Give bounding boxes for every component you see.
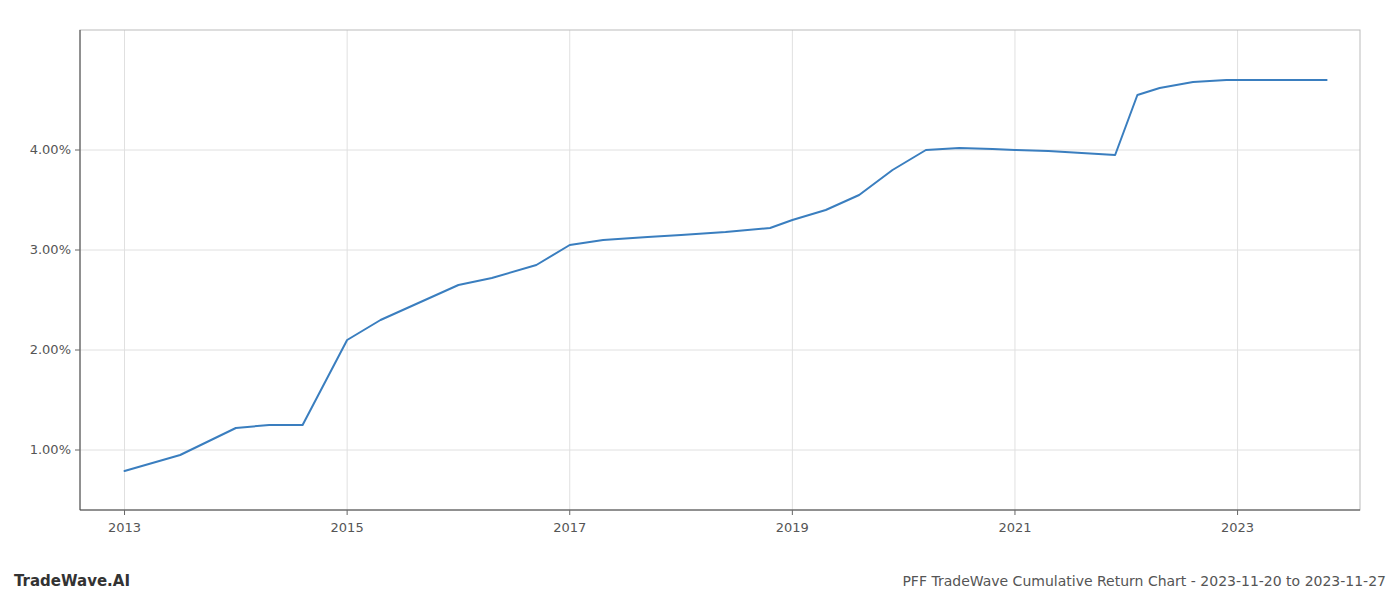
x-tick [792,510,793,515]
x-grid-line [124,30,125,510]
y-tick-label: 4.00% [30,142,71,157]
plot-frame [80,30,1360,510]
y-axis-line [80,30,81,510]
x-tick-label: 2021 [998,520,1031,535]
y-grid-line [80,450,1360,451]
y-grid-line [80,250,1360,251]
x-grid-line [569,30,570,510]
x-tick-label: 2019 [776,520,809,535]
axes: 1.00% 2.00% 3.00% 4.00% 2013 2015 2017 2019 2021… [30,30,1360,535]
y-tick [75,250,80,251]
x-tick [124,510,125,515]
texts: TradeWave.AI PFF TradeWave Cumulative Ret… [14,572,1386,590]
x-tick-label: 2017 [553,520,586,535]
chart: 1.00% 2.00% 3.00% 4.00% 2013 2015 2017 2019 2021… [0,0,1400,600]
x-tick-label: 2023 [1221,520,1254,535]
x-tick [1237,510,1238,515]
watermark: TradeWave.AI [14,572,130,590]
x-tick [569,510,570,515]
y-tick [75,350,80,351]
y-tick [75,450,80,451]
x-tick [1014,510,1015,515]
x-tick [347,510,348,515]
y-tick-label: 1.00% [30,442,71,457]
y-grid-line [80,150,1360,151]
y-tick-label: 3.00% [30,242,71,257]
y-tick [75,150,80,151]
x-grid-line [1237,30,1238,510]
y-tick-label: 2.00% [30,342,71,357]
x-grid-line [347,30,348,510]
data-line [125,80,1327,471]
x-tick-label: 2013 [108,520,141,535]
x-tick-label: 2015 [331,520,364,535]
series [125,80,1327,471]
grid [80,30,1360,510]
x-grid-line [792,30,793,510]
x-grid-line [1014,30,1015,510]
y-grid-line [80,350,1360,351]
title: PFF TradeWave Cumulative Return Chart - … [902,573,1386,589]
page: {"chart_data": {"type": "line", "title":… [0,0,1400,600]
x-axis-line [80,510,1360,511]
